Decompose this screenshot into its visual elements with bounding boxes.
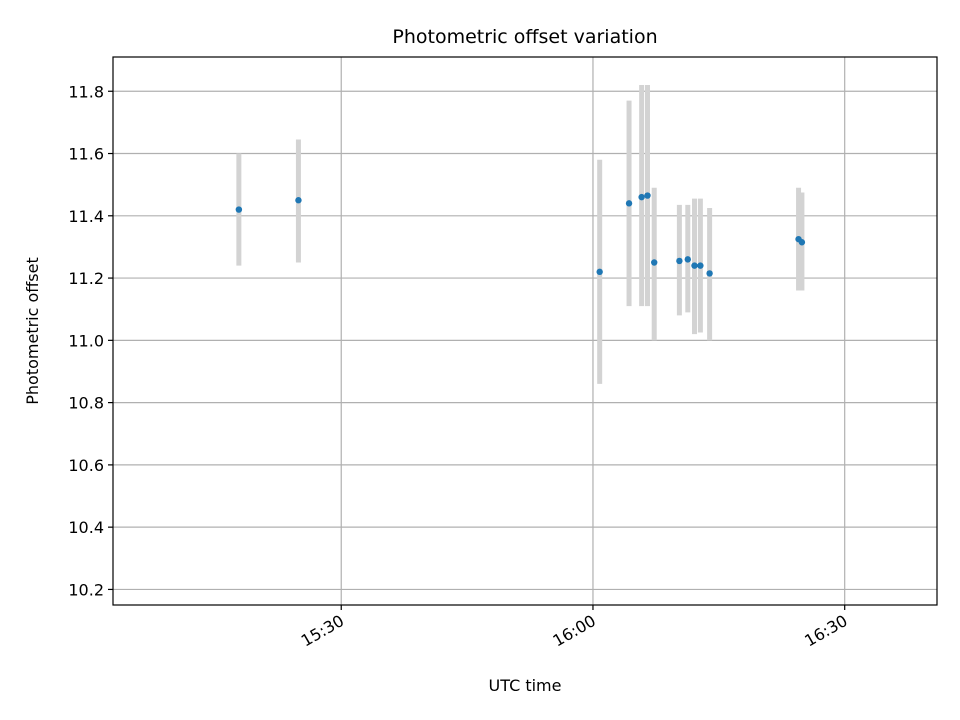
data-point	[798, 239, 806, 246]
y-tick-label: 11.6	[68, 145, 104, 164]
y-tick-label: 10.8	[68, 394, 104, 413]
data-point	[625, 200, 633, 207]
data-point	[706, 270, 713, 277]
data-point	[644, 192, 651, 199]
y-tick-label: 11.0	[68, 331, 104, 350]
data-point	[638, 193, 645, 201]
y-tick-label: 10.2	[68, 580, 104, 599]
data-point	[235, 206, 243, 213]
y-tick-label: 10.4	[68, 518, 104, 537]
data-points	[235, 192, 806, 277]
plot-frame	[112, 56, 938, 606]
data-point	[684, 256, 691, 263]
data-point	[697, 262, 704, 269]
y-tick-label: 11.4	[68, 207, 104, 226]
data-point	[651, 259, 658, 266]
y-tick-label: 11.8	[68, 82, 104, 101]
data-point	[295, 197, 302, 204]
data-point	[691, 262, 698, 269]
data-point	[676, 257, 683, 265]
y-tick-label: 10.6	[68, 456, 104, 475]
y-tick-label: 11.2	[68, 269, 104, 288]
x-axis-label: UTC time	[489, 676, 562, 695]
data-point	[596, 268, 603, 276]
chart-title: Photometric offset variation	[392, 26, 657, 48]
y-axis-label: Photometric offset	[23, 257, 42, 405]
y-axis-ticks: 10.2 10.4 10.6 10.8 11.0 11.2 11.4 11.6 11.8	[68, 82, 113, 599]
